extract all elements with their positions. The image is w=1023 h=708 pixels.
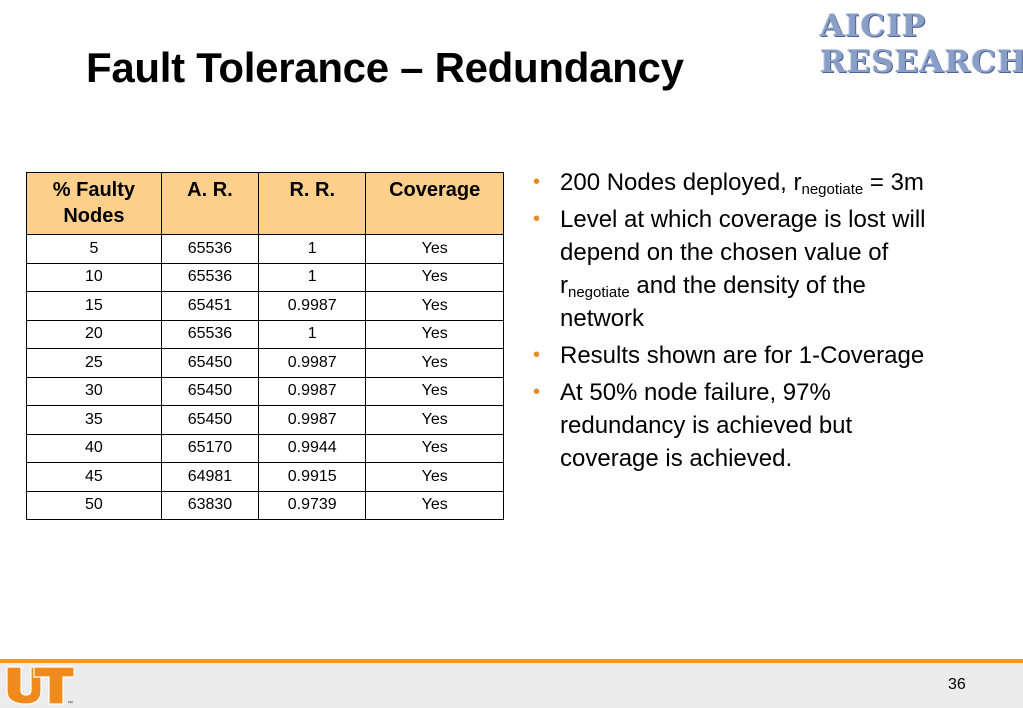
table-row: 5 65536 1 Yes [26, 234, 504, 264]
cell-rr: 0.9739 [258, 490, 367, 520]
bullet-text: 200 Nodes deployed, r [560, 169, 802, 196]
cell-coverage: Yes [365, 348, 504, 378]
cell-rr: 0.9987 [258, 405, 367, 435]
cell-coverage: Yes [365, 319, 504, 349]
cell-faulty: 20 [26, 319, 162, 349]
logo-line-1: AICIP [820, 8, 927, 44]
cell-ar: 65536 [160, 319, 260, 349]
table-row: 35 65450 0.9987 Yes [26, 405, 504, 435]
cell-faulty: 35 [26, 405, 162, 435]
bullet-list: 200 Nodes deployed, rnegotiate = 3m Leve… [533, 166, 953, 479]
cell-coverage: Yes [365, 262, 504, 292]
cell-coverage: Yes [365, 291, 504, 321]
bullet-text: and the density of the network [560, 272, 866, 332]
bullet-item-failure: At 50% node failure, 97% redundancy is a… [533, 376, 953, 475]
logo-line-2: RESEARCH [820, 44, 1023, 80]
cell-rr: 1 [258, 234, 367, 264]
subscript-negotiate: negotiate [568, 284, 630, 301]
cell-ar: 63830 [160, 490, 260, 520]
table-row: 30 65450 0.9987 Yes [26, 376, 504, 406]
table-row: 15 65451 0.9987 Yes [26, 291, 504, 321]
cell-coverage: Yes [365, 376, 504, 406]
cell-coverage: Yes [365, 234, 504, 264]
bullet-text: Level at which coverage is lost will dep… [560, 206, 926, 299]
cell-ar: 65450 [160, 405, 260, 435]
cell-rr: 1 [258, 319, 367, 349]
table-header-row: % Faulty Nodes A. R. R. R. Coverage [26, 172, 504, 235]
bullet-text: = 3m [863, 169, 924, 196]
bullet-text: Results shown are for 1-Coverage [560, 342, 925, 369]
bullet-item-nodes-deployed: 200 Nodes deployed, rnegotiate = 3m [533, 166, 953, 199]
cell-rr: 0.9944 [258, 433, 367, 463]
bullet-item-results: Results shown are for 1-Coverage [533, 339, 953, 372]
bullet-text: At 50% node failure, 97% redundancy is a… [560, 379, 853, 472]
cell-faulty: 25 [26, 348, 162, 378]
page-number: 36 [948, 676, 966, 693]
cell-faulty: 30 [26, 376, 162, 406]
header-rr: R. R. [258, 172, 367, 235]
cell-coverage: Yes [365, 490, 504, 520]
table-row: 25 65450 0.9987 Yes [26, 348, 504, 378]
cell-faulty: 10 [26, 262, 162, 292]
header-coverage: Coverage [365, 172, 504, 235]
cell-rr: 1 [258, 262, 367, 292]
table-row: 40 65170 0.9944 Yes [26, 433, 504, 463]
cell-coverage: Yes [365, 405, 504, 435]
cell-rr: 0.9987 [258, 348, 367, 378]
cell-coverage: Yes [365, 462, 504, 492]
header-ar: A. R. [160, 172, 260, 235]
table-row: 45 64981 0.9915 Yes [26, 462, 504, 492]
cell-faulty: 40 [26, 433, 162, 463]
slide-title: Fault Tolerance – Redundancy [86, 44, 684, 91]
ut-logo-icon: ™ [6, 666, 75, 706]
trademark-mark: ™ [67, 700, 73, 706]
footer-bar [0, 663, 1023, 708]
table-row: 20 65536 1 Yes [26, 319, 504, 349]
table-row: 50 63830 0.9739 Yes [26, 490, 504, 520]
cell-rr: 0.9987 [258, 291, 367, 321]
results-table: % Faulty Nodes A. R. R. R. Coverage 5 655… [26, 172, 504, 520]
cell-ar: 65450 [160, 348, 260, 378]
table-row: 10 65536 1 Yes [26, 262, 504, 292]
cell-ar: 65450 [160, 376, 260, 406]
cell-faulty: 15 [26, 291, 162, 321]
header-faulty-nodes: % Faulty Nodes [26, 172, 162, 235]
cell-ar: 65536 [160, 234, 260, 264]
footer-divider [0, 659, 1023, 663]
cell-ar: 64981 [160, 462, 260, 492]
cell-rr: 0.9915 [258, 462, 367, 492]
subscript-negotiate: negotiate [801, 181, 864, 198]
cell-ar: 65451 [160, 291, 260, 321]
cell-faulty: 5 [26, 234, 162, 264]
aicip-research-logo: AICIP RESEARCH [820, 8, 1023, 84]
cell-ar: 65170 [160, 433, 260, 463]
cell-coverage: Yes [365, 433, 504, 463]
cell-faulty: 45 [26, 462, 162, 492]
cell-faulty: 50 [26, 490, 162, 520]
cell-ar: 65536 [160, 262, 260, 292]
bullet-item-coverage-level: Level at which coverage is lost will dep… [533, 203, 953, 335]
cell-rr: 0.9987 [258, 376, 367, 406]
